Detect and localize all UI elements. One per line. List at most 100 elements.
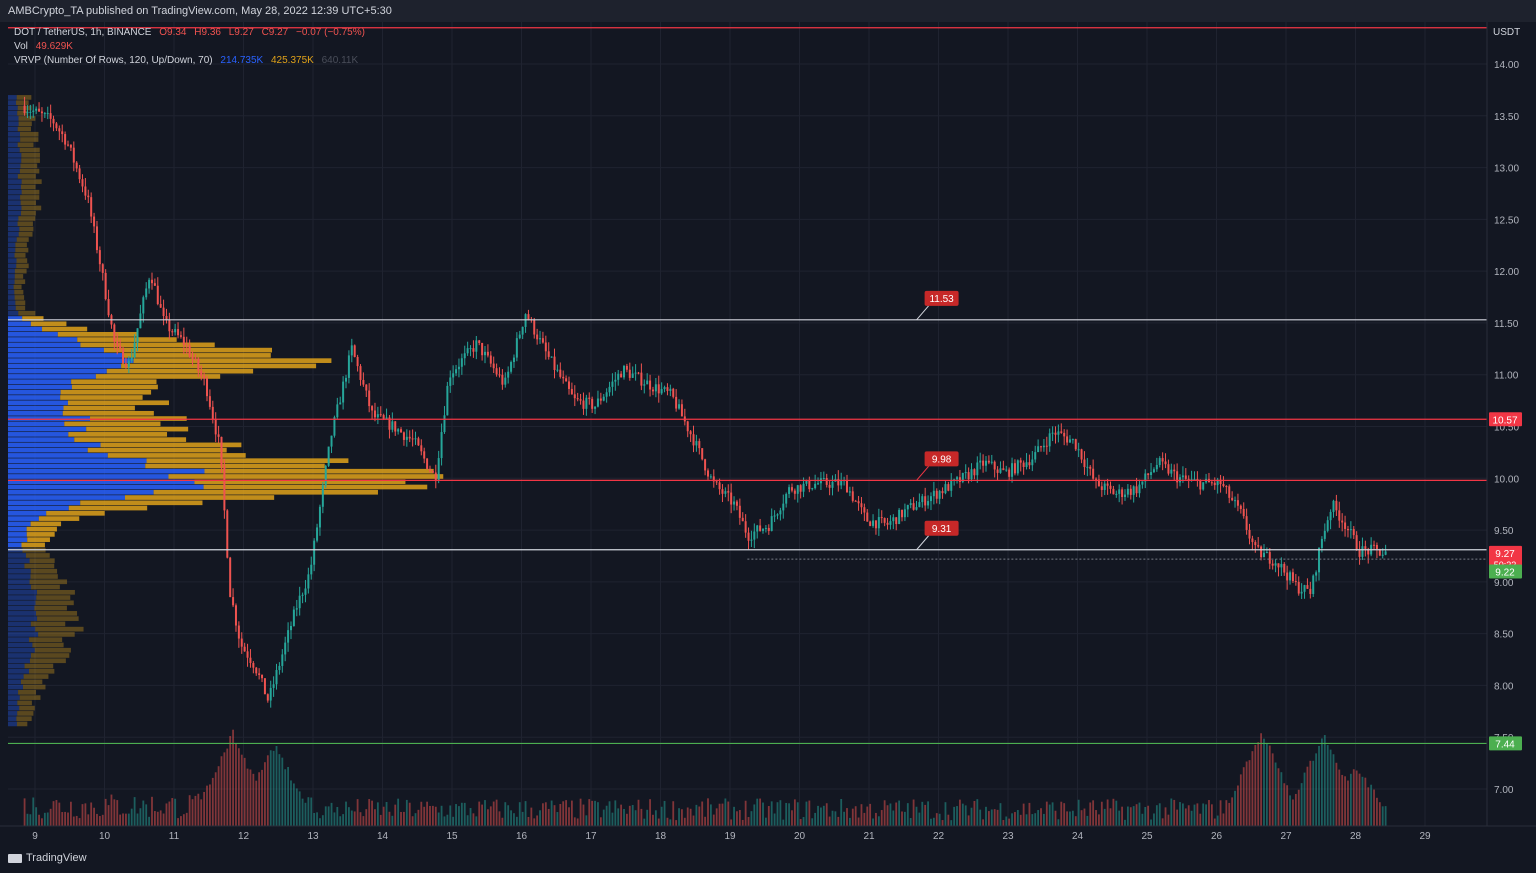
- candle: [567, 376, 570, 395]
- vrvp-up-row: [8, 274, 15, 279]
- volume-bar: [1016, 810, 1019, 826]
- vrvp-up-row: [8, 342, 81, 348]
- candle: [481, 342, 484, 361]
- candle: [718, 478, 721, 495]
- candle-body: [631, 373, 634, 378]
- volume-bar: [127, 813, 130, 826]
- candle: [122, 346, 125, 365]
- candle-body: [880, 517, 883, 519]
- vrvp-down-row: [80, 500, 203, 506]
- vrvp-up-row: [8, 653, 31, 658]
- candle: [1274, 559, 1277, 573]
- candle: [379, 406, 382, 417]
- candle-body: [750, 539, 753, 541]
- candle-body: [1005, 469, 1008, 471]
- candle-body: [336, 404, 339, 418]
- candle: [921, 493, 924, 508]
- candle-body: [984, 460, 987, 466]
- candle-body: [1277, 563, 1280, 568]
- volume-bar: [350, 810, 353, 826]
- volume-bar: [767, 806, 770, 826]
- candle: [101, 263, 104, 281]
- vol-label[interactable]: Vol: [14, 41, 28, 52]
- candle: [243, 642, 246, 652]
- volume-bar: [553, 805, 556, 826]
- candle-body: [232, 597, 235, 606]
- candle: [1338, 501, 1341, 528]
- candle: [177, 322, 180, 339]
- candle-body: [640, 372, 643, 386]
- candle-body: [307, 574, 310, 589]
- candle: [113, 323, 116, 350]
- publish-text: AMBCrypto_TA published on TradingView.co…: [8, 5, 392, 17]
- candle-body: [782, 503, 785, 511]
- volume-bar: [136, 813, 139, 826]
- volume-bar: [405, 799, 408, 826]
- candle: [1202, 482, 1205, 491]
- volume-bar: [1344, 776, 1346, 826]
- vrvp-label[interactable]: VRVP (Number Of Rows, 120, Up/Down, 70): [14, 55, 213, 66]
- candle-body: [124, 363, 127, 367]
- tradingview-logo[interactable]: TradingView: [8, 852, 87, 864]
- candle-body: [150, 279, 153, 284]
- candle: [1286, 565, 1289, 590]
- candle-body: [298, 595, 301, 609]
- candle: [602, 394, 605, 402]
- candle: [281, 649, 284, 673]
- volume-bar: [985, 806, 987, 826]
- vrvp-up-row: [8, 542, 22, 548]
- candle-body: [817, 483, 820, 485]
- candle: [1034, 445, 1037, 463]
- volume-bar: [472, 813, 475, 826]
- volume-bar: [689, 808, 692, 826]
- candle-body: [709, 476, 712, 478]
- symbol-title[interactable]: DOT / TetherUS, 1h, BINANCE: [14, 27, 152, 38]
- volume-bar: [1086, 815, 1089, 826]
- candle-body: [289, 625, 292, 631]
- candle-body: [686, 421, 689, 432]
- volume-bar: [153, 811, 156, 826]
- candle: [345, 374, 348, 389]
- candle-body: [463, 353, 466, 359]
- time-tick-label: 27: [1280, 831, 1292, 842]
- candle: [701, 448, 704, 461]
- volume-bar: [237, 748, 240, 826]
- candle: [1071, 438, 1074, 444]
- volume-bar: [727, 801, 730, 826]
- candle: [362, 372, 365, 387]
- volume-bar: [1045, 801, 1048, 826]
- volume-bar: [460, 802, 463, 826]
- candle-body: [831, 481, 834, 488]
- volume-bar: [1182, 803, 1184, 826]
- candle-body: [234, 605, 237, 626]
- candle: [194, 354, 197, 361]
- volume-bar: [180, 816, 182, 826]
- volume-bar: [759, 798, 762, 826]
- candle: [1315, 570, 1318, 582]
- volume-bar: [1173, 799, 1176, 826]
- candle: [313, 538, 316, 572]
- candle-body: [237, 625, 240, 639]
- candle-body: [576, 398, 579, 400]
- candle: [906, 504, 909, 518]
- candle-body: [446, 385, 449, 416]
- candle: [321, 482, 324, 514]
- vrvp-down-row: [15, 305, 26, 311]
- candle-body: [675, 396, 678, 409]
- candle: [1271, 560, 1274, 570]
- volume-bar: [298, 791, 301, 826]
- candle: [179, 331, 182, 339]
- price-chart[interactable]: 11.539.989.31USDT7.007.508.008.509.009.5…: [0, 22, 1536, 848]
- volume-bar: [1179, 802, 1181, 826]
- volume-bar: [1367, 787, 1370, 826]
- candle-body: [660, 389, 663, 394]
- volume-bar: [1338, 769, 1341, 826]
- candle: [287, 622, 290, 652]
- volume-bar: [840, 798, 843, 826]
- candle: [26, 105, 29, 119]
- volume-bar: [240, 754, 243, 826]
- volume-bar: [61, 812, 64, 826]
- vrvp-down-row: [17, 110, 29, 116]
- candle-body: [715, 481, 718, 483]
- candle: [903, 503, 906, 522]
